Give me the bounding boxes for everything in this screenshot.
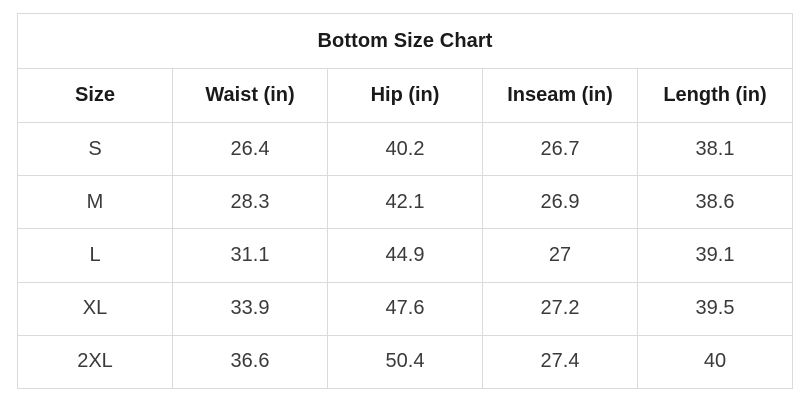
table-body: S 26.4 40.2 26.7 38.1 M 28.3 42.1 26.9 3…: [17, 121, 793, 390]
hip-cell: 44.9: [327, 228, 483, 283]
length-cell: 39.5: [637, 281, 793, 336]
size-cell: XL: [17, 281, 173, 336]
inseam-cell: 26.7: [482, 121, 638, 177]
column-header-length: Length (in): [637, 68, 793, 123]
table-row-xl: XL 33.9 47.6 27.2 39.5: [17, 281, 793, 336]
size-cell: S: [17, 121, 173, 177]
column-header-size: Size: [17, 68, 173, 123]
size-cell: M: [17, 175, 173, 230]
length-cell: 39.1: [637, 228, 793, 283]
waist-cell: 33.9: [172, 281, 328, 336]
inseam-cell: 27.4: [482, 334, 638, 390]
hip-cell: 50.4: [327, 334, 483, 390]
hip-cell: 42.1: [327, 175, 483, 230]
waist-cell: 28.3: [172, 175, 328, 230]
size-cell: 2XL: [17, 334, 173, 390]
hip-cell: 40.2: [327, 121, 483, 177]
waist-cell: 36.6: [172, 334, 328, 390]
waist-cell: 31.1: [172, 228, 328, 283]
column-header-waist: Waist (in): [172, 68, 328, 123]
inseam-cell: 26.9: [482, 175, 638, 230]
hip-cell: 47.6: [327, 281, 483, 336]
header-row: Size Waist (in) Hip (in) Inseam (in) Len…: [17, 68, 793, 123]
length-cell: 38.6: [637, 175, 793, 230]
size-cell: L: [17, 228, 173, 283]
size-chart-table: Bottom Size Chart Size Waist (in) Hip (i…: [17, 13, 793, 390]
inseam-cell: 27: [482, 228, 638, 283]
length-cell: 40: [637, 334, 793, 390]
table-title: Bottom Size Chart: [17, 13, 793, 69]
table-row-l: L 31.1 44.9 27 39.1: [17, 228, 793, 283]
table-row-2xl: 2XL 36.6 50.4 27.4 40: [17, 334, 793, 390]
title-row: Bottom Size Chart: [17, 13, 793, 69]
table-head: Bottom Size Chart Size Waist (in) Hip (i…: [17, 13, 793, 123]
column-header-inseam: Inseam (in): [482, 68, 638, 123]
table-row-m: M 28.3 42.1 26.9 38.6: [17, 175, 793, 230]
inseam-cell: 27.2: [482, 281, 638, 336]
waist-cell: 26.4: [172, 121, 328, 177]
table-row-s: S 26.4 40.2 26.7 38.1: [17, 121, 793, 177]
length-cell: 38.1: [637, 121, 793, 177]
column-header-hip: Hip (in): [327, 68, 483, 123]
